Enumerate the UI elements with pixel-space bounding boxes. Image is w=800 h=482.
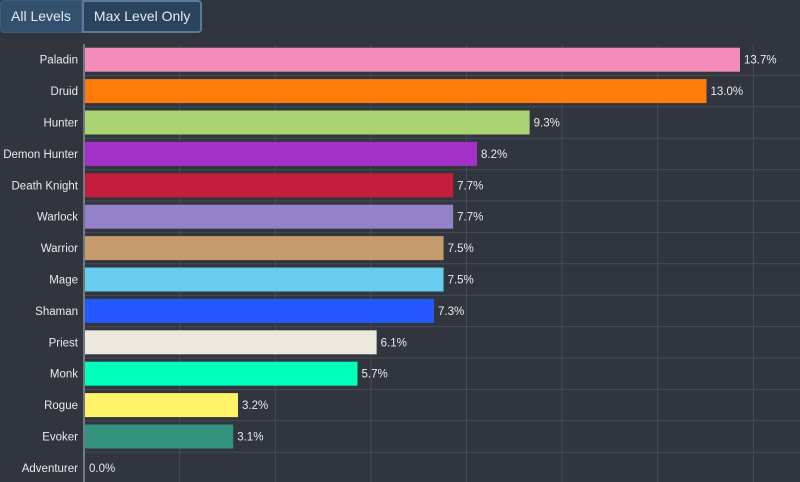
category-label-death-knight: Death Knight xyxy=(12,180,79,192)
category-label-shaman: Shaman xyxy=(35,306,78,318)
category-label-warrior: Warrior xyxy=(41,243,78,255)
category-label-warlock: Warlock xyxy=(37,212,78,224)
bar-warrior[interactable] xyxy=(85,236,444,261)
bar-shaman[interactable] xyxy=(85,298,435,323)
bar-monk[interactable] xyxy=(85,361,358,386)
value-label-warlock: 7.7% xyxy=(457,212,483,224)
max-level-only-button[interactable]: Max Level Only xyxy=(81,0,203,33)
category-label-priest: Priest xyxy=(49,337,79,349)
bar-hunter[interactable] xyxy=(85,110,530,135)
bar-warlock[interactable] xyxy=(85,204,454,229)
category-label-hunter: Hunter xyxy=(43,118,78,130)
category-label-mage: Mage xyxy=(49,275,78,287)
bar-priest[interactable] xyxy=(85,330,377,355)
level-filter-group: All Levels Max Level Only xyxy=(0,0,203,33)
bar-mage[interactable] xyxy=(85,267,444,292)
category-labels: Paladin Druid Hunter Demon Hunter Death Knig… xyxy=(3,55,79,475)
value-label-mage: 7.5% xyxy=(448,275,474,287)
bar-death-knight[interactable] xyxy=(85,173,454,198)
value-label-priest: 6.1% xyxy=(381,337,407,349)
value-label-paladin: 13.7% xyxy=(744,55,777,67)
value-label-druid: 13.0% xyxy=(711,86,744,98)
bar-rogue[interactable] xyxy=(85,393,238,418)
value-label-hunter: 9.3% xyxy=(534,118,560,130)
value-label-warrior: 7.5% xyxy=(448,243,474,255)
value-labels: 13.7% 13.0% 9.3% 8.2% 7.7% 7.7% 7.5% 7.5% 7.3% 6.… xyxy=(89,55,777,475)
value-label-shaman: 7.3% xyxy=(438,306,464,318)
bar-demon-hunter[interactable] xyxy=(85,141,478,166)
bar-paladin[interactable] xyxy=(85,47,740,72)
bar-druid[interactable] xyxy=(85,79,707,104)
bar-evoker[interactable] xyxy=(85,424,234,449)
bars xyxy=(85,47,740,449)
all-levels-button[interactable]: All Levels xyxy=(0,0,82,33)
category-label-evoker: Evoker xyxy=(42,432,78,444)
category-label-monk: Monk xyxy=(50,369,78,381)
gridlines xyxy=(84,44,800,482)
value-label-rogue: 3.2% xyxy=(242,400,268,412)
value-label-evoker: 3.1% xyxy=(237,432,263,444)
category-label-paladin: Paladin xyxy=(40,55,78,67)
value-label-death-knight: 7.7% xyxy=(457,180,483,192)
category-label-adventurer: Adventurer xyxy=(22,463,78,475)
value-label-monk: 5.7% xyxy=(362,369,388,381)
value-label-demon-hunter: 8.2% xyxy=(481,149,507,161)
category-label-rogue: Rogue xyxy=(44,400,78,412)
category-label-demon-hunter: Demon Hunter xyxy=(3,149,78,161)
category-label-druid: Druid xyxy=(51,86,78,98)
value-label-adventurer: 0.0% xyxy=(89,463,115,475)
